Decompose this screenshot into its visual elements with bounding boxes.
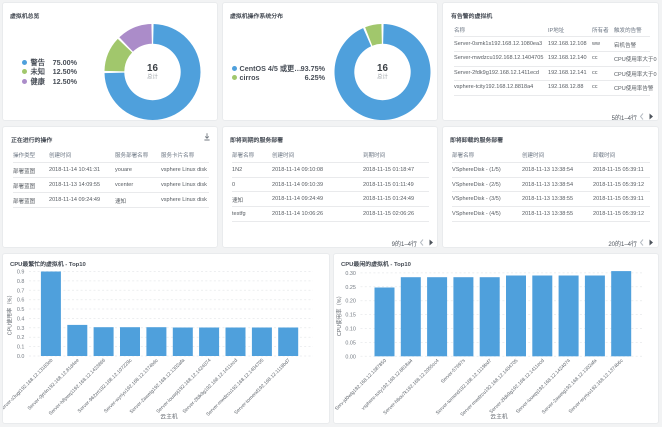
svg-text:0.10: 0.10 <box>345 327 356 333</box>
svg-text:16: 16 <box>377 63 388 74</box>
svg-text:Server-h8pwq1192.168.12.142386: Server-h8pwq1192.168.12.1423866 <box>48 357 107 416</box>
svg-text:Server-2awetg192.168.12.1302af: Server-2awetg192.168.12.1302afa <box>541 358 599 416</box>
svg-text:Server-2fdk9g192.168.12.1411ec: Server-2fdk9g192.168.12.1411ecd <box>182 357 239 414</box>
svg-text:Server-wyriyu192.168.12.1374b6: Server-wyriyu192.168.12.1374b6c <box>103 357 160 414</box>
svg-text:0.00: 0.00 <box>345 354 356 360</box>
svg-text:0.3: 0.3 <box>17 326 25 332</box>
svg-text:Serv-jd0wlg192.168.12.1387850: Serv-jd0wlg192.168.12.1387850 <box>334 358 388 412</box>
svg-text:Server-mwdzcu192.168.12.140470: Server-mwdzcu192.168.12.1404705 <box>205 357 265 417</box>
svg-text:0.9: 0.9 <box>17 270 25 276</box>
svg-text:Server-h8ou7k192.168.12.2055cc: Server-h8ou7k192.168.12.2055cc4 <box>382 358 440 416</box>
svg-text:0.2: 0.2 <box>17 335 25 341</box>
svg-text:0.25: 0.25 <box>345 285 356 291</box>
svg-text:0.7: 0.7 <box>17 288 25 294</box>
svg-text:Server-962zrt192.168.12.107229: Server-962zrt192.168.12.107229c <box>77 357 134 414</box>
svg-text:0.4: 0.4 <box>17 316 25 322</box>
svg-text:Server-0jrt4n192.168.12.81d4ee: Server-0jrt4n192.168.12.81d4ee <box>27 357 81 411</box>
svg-text:0.6: 0.6 <box>17 298 25 304</box>
svg-text:总计: 总计 <box>147 72 158 80</box>
svg-text:Server-s3ugt192.168.12.13183eb: Server-s3ugt192.168.12.13183eb <box>3 357 55 413</box>
svg-text:Server-57697s: Server-57697s <box>440 358 467 385</box>
svg-text:0.30: 0.30 <box>345 271 356 277</box>
svg-text:CPU使用率（%）: CPU使用率（%） <box>6 292 14 335</box>
svg-text:云主机: 云主机 <box>160 413 178 421</box>
svg-text:0.8: 0.8 <box>17 279 25 285</box>
svg-text:16: 16 <box>147 63 158 74</box>
svg-text:Server-tomend192.168.12.1119bd: Server-tomend192.168.12.1119bd7 <box>435 358 494 417</box>
svg-text:0.5: 0.5 <box>17 307 25 313</box>
svg-text:Server-louwpj192.168.12.142407: Server-louwpj192.168.12.1424074 <box>155 357 212 414</box>
svg-text:Server-mwdzcu192.168.12.140470: Server-mwdzcu192.168.12.1404705 <box>459 358 519 418</box>
svg-text:Server-louwpj192.168.12.142407: Server-louwpj192.168.12.1424074 <box>515 358 572 415</box>
svg-text:0.05: 0.05 <box>345 340 356 346</box>
svg-text:总计: 总计 <box>377 72 388 80</box>
svg-text:Server-wyriyu192.168.12.1374b6: Server-wyriyu192.168.12.1374b6c <box>568 358 625 415</box>
svg-text:0.1: 0.1 <box>17 345 25 351</box>
svg-text:0.0: 0.0 <box>17 354 25 360</box>
svg-text:Server-2awetg192.168.12.1302af: Server-2awetg192.168.12.1302afa <box>129 357 187 415</box>
svg-text:0.20: 0.20 <box>345 299 356 305</box>
svg-text:0.15: 0.15 <box>345 313 356 319</box>
svg-text:云主机: 云主机 <box>490 413 508 421</box>
svg-text:Server-tomend192.168.12.1119bd: Server-tomend192.168.12.1119bd7 <box>233 357 292 416</box>
svg-text:CPU使用率（%）: CPU使用率（%） <box>335 293 343 336</box>
svg-text:vsphere-tcity192.168.12.8818a4: vsphere-tcity192.168.12.8818a4 <box>361 358 415 412</box>
svg-text:Server-2fdk9g192.168.12.1411ec: Server-2fdk9g192.168.12.1411ecd <box>488 358 545 415</box>
